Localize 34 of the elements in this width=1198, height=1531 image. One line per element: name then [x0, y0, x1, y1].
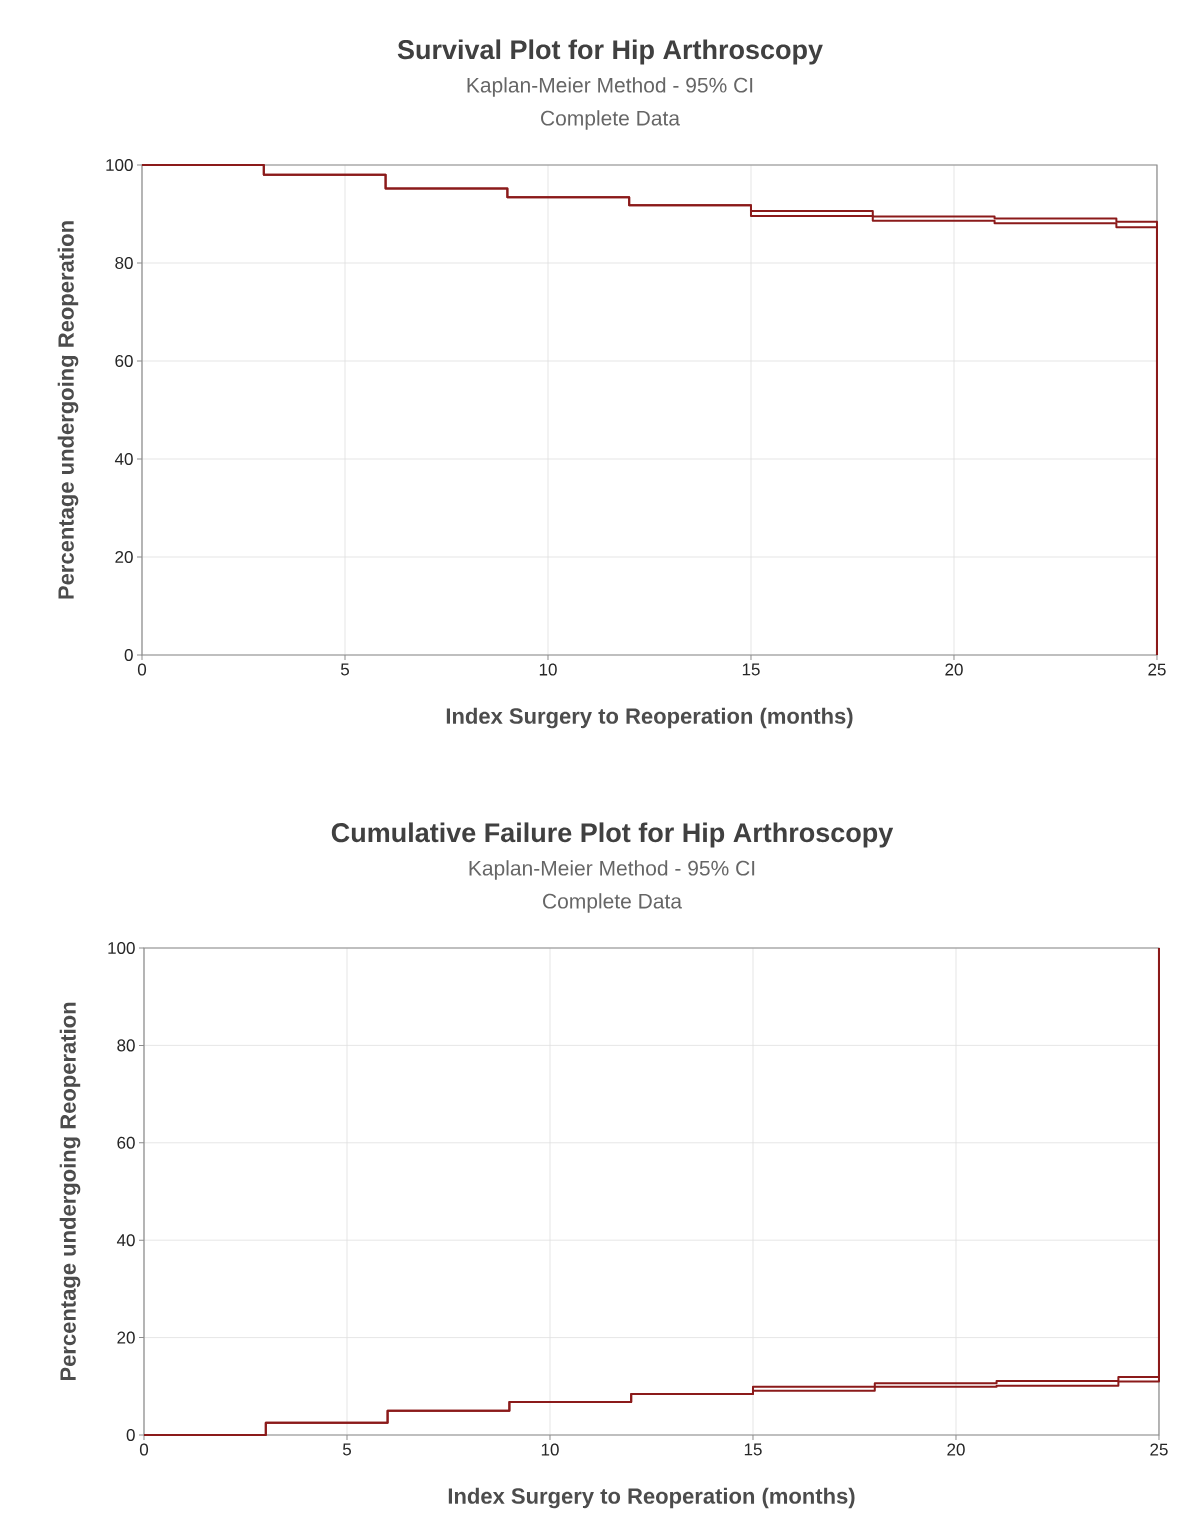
x-tick-label: 10 — [541, 1443, 559, 1456]
x-tick-label: 20 — [947, 1443, 965, 1456]
y-tick-label: 20 — [117, 1331, 135, 1344]
x-axis-title: Index Surgery to Reoperation (months) — [446, 707, 853, 729]
text: Complete Data — [541, 110, 680, 130]
x-tick-label: 0 — [139, 1443, 149, 1456]
y-tick-label: 40 — [114, 452, 133, 466]
y-tick-label: 80 — [117, 1039, 135, 1052]
text: Complete Data — [543, 893, 682, 913]
y-tick-label: 100 — [108, 941, 135, 955]
y-tick-label: 0 — [126, 1428, 135, 1442]
x-tick-label: 20 — [945, 663, 963, 676]
x-tick-label: 15 — [744, 1443, 762, 1456]
y-tick-label: 60 — [117, 1136, 135, 1149]
x-tick-label: 5 — [340, 663, 349, 676]
y-tick-label: 0 — [124, 648, 133, 662]
x-tick-label: 25 — [1150, 1443, 1168, 1456]
x-tick-label: 5 — [342, 1443, 351, 1456]
chart-subtitle: Kaplan-Meier Method - 95% CI — [467, 77, 753, 97]
x-tick-label: 15 — [742, 663, 760, 676]
chart-title: Survival Plot for Hip Arthroscopy — [397, 39, 823, 65]
y-axis-title: Percentage undergoing Reoperation — [57, 221, 79, 599]
y-axis-title: Percentage undergoing Reoperation — [59, 1002, 81, 1381]
y-tick-label: 60 — [115, 354, 133, 368]
chart-subtitle: Kaplan-Meier Method - 95% CI — [469, 860, 755, 880]
chart-title: Cumulative Failure Plot for Hip Arthroscopy — [331, 822, 894, 848]
x-tick-label: 0 — [137, 663, 147, 676]
y-tick-label: 80 — [115, 256, 133, 270]
y-tick-label: 20 — [115, 550, 133, 564]
x-axis-title: Index Surgery to Reoperation (months) — [448, 1487, 855, 1509]
y-tick-label: 100 — [106, 158, 133, 172]
x-tick-label: 25 — [1148, 663, 1166, 676]
y-tick-label: 40 — [116, 1234, 135, 1247]
x-tick-label: 10 — [539, 663, 557, 676]
